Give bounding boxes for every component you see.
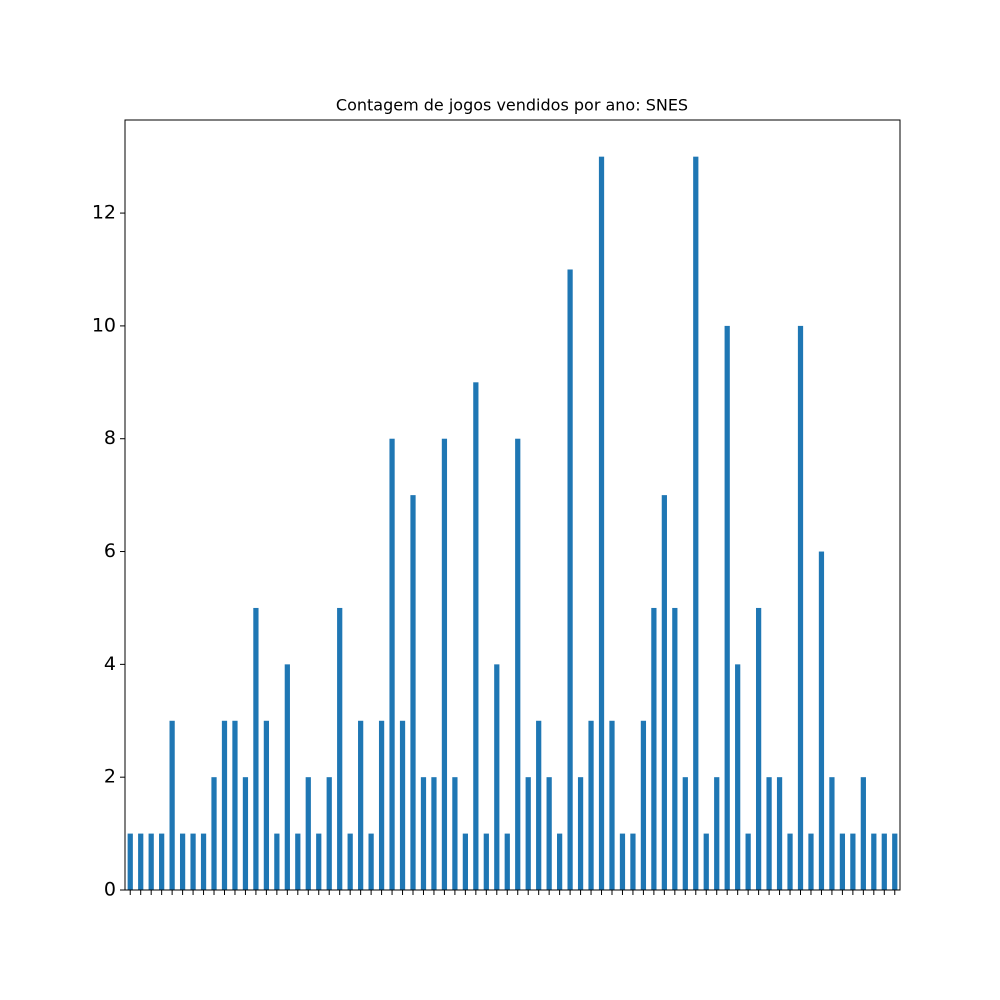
bar — [368, 833, 374, 890]
bar — [441, 438, 448, 890]
bar — [305, 777, 311, 890]
bar — [169, 720, 175, 890]
bar — [672, 607, 678, 890]
bar — [232, 720, 238, 890]
bar — [190, 833, 196, 890]
bar — [881, 833, 887, 890]
bar — [619, 833, 626, 890]
bar — [735, 664, 741, 890]
bar — [378, 720, 385, 890]
bar — [242, 777, 249, 890]
bar — [693, 156, 699, 890]
y-tick-label: 10 — [92, 314, 116, 336]
bar — [138, 833, 144, 890]
bar — [640, 720, 647, 890]
bar — [724, 325, 730, 890]
bar — [431, 777, 437, 890]
bar — [755, 607, 762, 890]
bar — [776, 777, 783, 890]
bar — [504, 833, 510, 890]
bar — [316, 833, 322, 890]
chart-title: Contagem de jogos vendidos por ano: SNES — [336, 96, 688, 115]
y-tick-label: 8 — [104, 427, 116, 449]
y-tick-label: 12 — [92, 202, 116, 224]
bar — [536, 720, 542, 890]
y-tick-label: 0 — [104, 879, 116, 901]
bar — [221, 720, 228, 890]
bar — [462, 833, 468, 890]
bar — [818, 551, 825, 890]
y-tick-label: 2 — [104, 766, 116, 788]
bar — [766, 777, 772, 890]
bar — [274, 833, 280, 890]
bar — [389, 438, 395, 890]
bar — [630, 833, 636, 890]
bar — [661, 495, 667, 890]
bar — [284, 664, 290, 890]
bar — [839, 833, 846, 890]
bar — [295, 833, 301, 890]
bar — [682, 777, 688, 890]
bar — [211, 777, 217, 890]
bar — [745, 833, 751, 890]
bar — [860, 777, 866, 890]
bar — [410, 495, 416, 890]
bar — [399, 720, 406, 890]
bar — [515, 438, 521, 890]
bar — [787, 833, 793, 890]
bar — [347, 833, 353, 890]
bar — [557, 833, 563, 890]
bar — [808, 833, 814, 890]
bar — [609, 720, 615, 890]
bar — [525, 777, 531, 890]
bar — [829, 777, 835, 890]
bar — [871, 833, 877, 890]
bar — [546, 777, 552, 890]
bar — [420, 777, 427, 890]
bar — [337, 607, 343, 890]
bar — [452, 777, 458, 890]
bar — [714, 777, 720, 890]
bar — [651, 607, 657, 890]
bar — [577, 777, 584, 890]
bar — [127, 833, 133, 890]
bar — [200, 833, 207, 890]
bar — [263, 720, 270, 890]
bar — [797, 325, 804, 890]
plot-frame — [124, 119, 901, 891]
bar — [253, 607, 259, 890]
bar — [850, 833, 856, 890]
bar — [494, 664, 500, 890]
y-tick-label: 4 — [104, 653, 116, 675]
bar — [358, 720, 364, 890]
bar — [703, 833, 709, 890]
bar — [598, 156, 605, 890]
bar — [588, 720, 594, 890]
y-tick-label: 6 — [104, 540, 116, 562]
bar — [179, 833, 186, 890]
bar — [483, 833, 489, 890]
bar — [892, 833, 898, 890]
bar — [159, 833, 165, 890]
bar — [326, 777, 332, 890]
bar — [567, 269, 573, 890]
bar — [473, 382, 479, 890]
bar — [148, 833, 154, 890]
